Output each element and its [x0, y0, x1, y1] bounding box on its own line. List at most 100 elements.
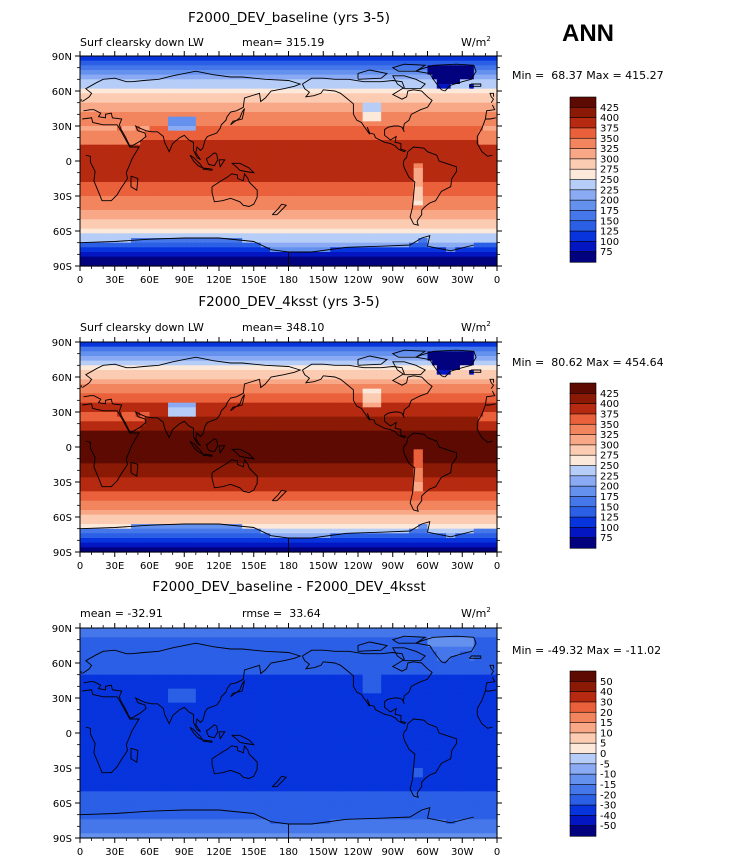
field-cell [330, 121, 336, 127]
field-cell [191, 219, 197, 225]
field-cell [293, 374, 299, 380]
field-cell [381, 177, 387, 183]
field-cell [358, 228, 364, 234]
field-cell [376, 116, 382, 122]
field-cell [311, 168, 317, 174]
field-cell [112, 60, 118, 66]
field-cell [112, 256, 118, 262]
field-cell [168, 196, 174, 202]
field-cell [172, 102, 178, 108]
field-cell [418, 247, 424, 253]
field-cell [103, 79, 109, 85]
field-cell [441, 374, 447, 380]
field-cell [163, 214, 169, 220]
field-cell [112, 177, 118, 183]
field-cell [450, 214, 456, 220]
field-cell [441, 342, 447, 348]
field-cell [103, 98, 109, 104]
field-cell [112, 154, 118, 160]
field-cell [107, 177, 114, 183]
field-cell [478, 182, 484, 188]
field-cell [404, 56, 410, 62]
field-cell [334, 154, 341, 160]
field-cell [191, 360, 197, 366]
field-cell [455, 242, 461, 248]
field-cell [464, 56, 470, 62]
field-cell [279, 70, 285, 76]
field-cell [459, 56, 466, 62]
field-cell [256, 102, 262, 108]
field-cell [269, 210, 276, 216]
field-cell [117, 379, 123, 385]
field-cell [195, 238, 202, 244]
field-cell [385, 205, 392, 211]
field-cell [344, 365, 350, 371]
panel-baseline: F2000_DEV_baseline (yrs 3-5) Surf clears… [52, 10, 664, 286]
field-cell [98, 79, 104, 85]
field-cell [98, 360, 104, 366]
field-cell [181, 365, 188, 371]
field-cell [311, 79, 317, 85]
field-cell [316, 370, 322, 376]
field-cell [399, 360, 405, 366]
field-cell [450, 342, 456, 348]
field-cell [219, 102, 225, 108]
field-cell [177, 196, 183, 202]
field-cell [214, 224, 220, 230]
field-cell [89, 144, 95, 150]
field-cell [404, 351, 410, 357]
field-cell [209, 121, 215, 127]
field-cell [395, 370, 401, 376]
field-cell [362, 112, 368, 118]
field-cell [121, 186, 127, 192]
field-cell [251, 130, 257, 136]
field-cell [80, 177, 86, 183]
field-cell [200, 365, 206, 371]
field-cell [126, 233, 132, 239]
field-cell [371, 140, 378, 146]
field-cell [320, 233, 327, 239]
field-cell [413, 214, 419, 220]
field-cell [395, 261, 401, 267]
field-cell [395, 168, 401, 174]
field-cell [232, 168, 239, 174]
field-cell [418, 210, 424, 216]
field-cell [177, 130, 183, 136]
field-cell [149, 261, 155, 267]
field-cell [274, 168, 280, 174]
field-cell [172, 365, 178, 371]
field-cell [154, 228, 160, 234]
field-cell [473, 214, 480, 220]
field-cell [260, 154, 266, 160]
field-cell [464, 186, 470, 192]
field-cell [135, 252, 141, 258]
field-cell [242, 370, 248, 376]
field-cell [154, 224, 160, 230]
field-cell [395, 177, 401, 183]
field-cell [107, 374, 114, 380]
field-cell [399, 191, 405, 197]
field-cell [126, 252, 132, 258]
field-cell [93, 342, 100, 348]
field-cell [408, 360, 415, 366]
field-cell [330, 84, 336, 90]
field-cell [144, 205, 151, 211]
field-cell [84, 79, 90, 85]
field-cell [404, 228, 410, 234]
field-cell [358, 365, 364, 371]
field-cell [450, 65, 456, 71]
field-cell [237, 214, 243, 220]
field-cell [334, 186, 341, 192]
field-cell [385, 191, 392, 197]
field-cell [242, 130, 248, 136]
field-label: Surf clearsky down LW [80, 36, 204, 49]
field-cell [399, 158, 405, 164]
field-cell [385, 182, 392, 188]
field-cell [418, 130, 424, 136]
field-cell [251, 65, 257, 71]
field-cell [399, 112, 405, 118]
field-cell [316, 98, 322, 104]
field-cell [260, 370, 266, 376]
field-cell [385, 144, 392, 150]
field-cell [422, 177, 429, 183]
